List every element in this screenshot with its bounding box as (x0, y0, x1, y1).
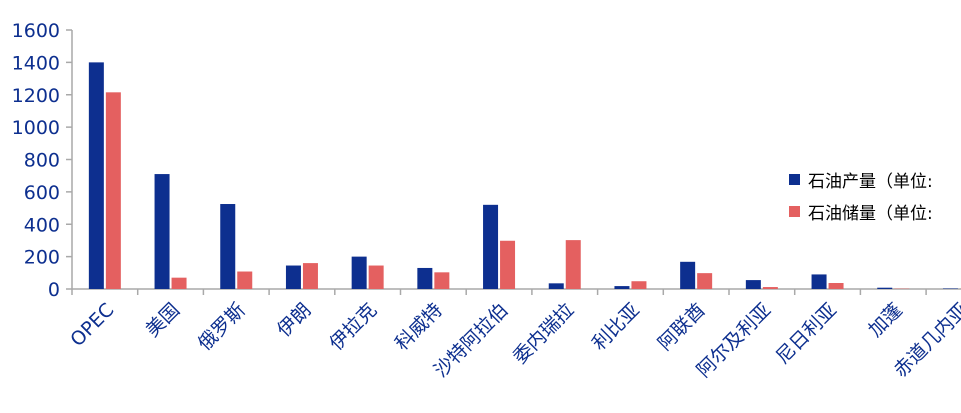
y-tick-label: 800 (24, 150, 60, 172)
x-axis (72, 289, 961, 295)
y-axis: 0 200 400 600 800 1000 1200 1400 1600 (12, 20, 72, 301)
x-tick-label: 委内瑞拉 (509, 299, 578, 368)
x-tick-label: 阿联酋 (654, 299, 710, 355)
bar (434, 272, 449, 289)
bar (763, 287, 778, 289)
bar (746, 280, 761, 289)
legend-label: 石油产量（单位: (808, 172, 933, 192)
x-tick-label: 加蓬 (864, 299, 906, 341)
x-tick-label: 俄罗斯 (194, 299, 250, 355)
bar (106, 92, 121, 289)
bar (89, 62, 104, 289)
x-tick-label: OPEC (66, 299, 118, 351)
bar (500, 241, 515, 289)
bar (352, 257, 367, 289)
bar (155, 174, 170, 289)
bar (286, 266, 301, 289)
x-tick-label: 尼日利亚 (772, 299, 841, 368)
legend-swatch (789, 206, 800, 217)
bar (303, 263, 318, 289)
y-tick-label: 600 (24, 182, 60, 204)
bar (631, 281, 646, 289)
bar (220, 204, 235, 289)
legend: 石油产量（单位: 石油储量（单位: (789, 172, 933, 224)
bar (829, 283, 844, 289)
y-tick-label: 1000 (12, 117, 60, 139)
bar (812, 274, 827, 289)
bar (614, 286, 629, 289)
bar (549, 283, 564, 289)
y-tick-label: 1600 (12, 20, 60, 42)
bar (566, 240, 581, 289)
x-tick-label: 美国 (142, 299, 184, 341)
bar (697, 273, 712, 289)
y-tick-label: 200 (24, 247, 60, 269)
x-tick-label: 科威特 (391, 299, 447, 355)
y-tick-label: 0 (48, 279, 60, 301)
x-tick-label: 伊朗 (273, 299, 315, 341)
y-tick-label: 400 (24, 214, 60, 236)
bar (877, 288, 892, 289)
y-tick-label: 1200 (12, 85, 60, 107)
bar (237, 272, 252, 289)
bar (172, 278, 187, 289)
bar (680, 262, 695, 289)
y-tick-label: 1400 (12, 52, 60, 74)
bar (369, 266, 384, 289)
bar (483, 205, 498, 289)
bar (417, 268, 432, 289)
legend-swatch (789, 174, 800, 185)
x-tick-label: 伊拉克 (325, 299, 381, 355)
x-tick-label: 利比亚 (588, 299, 644, 355)
legend-label: 石油储量（单位: (808, 204, 933, 224)
